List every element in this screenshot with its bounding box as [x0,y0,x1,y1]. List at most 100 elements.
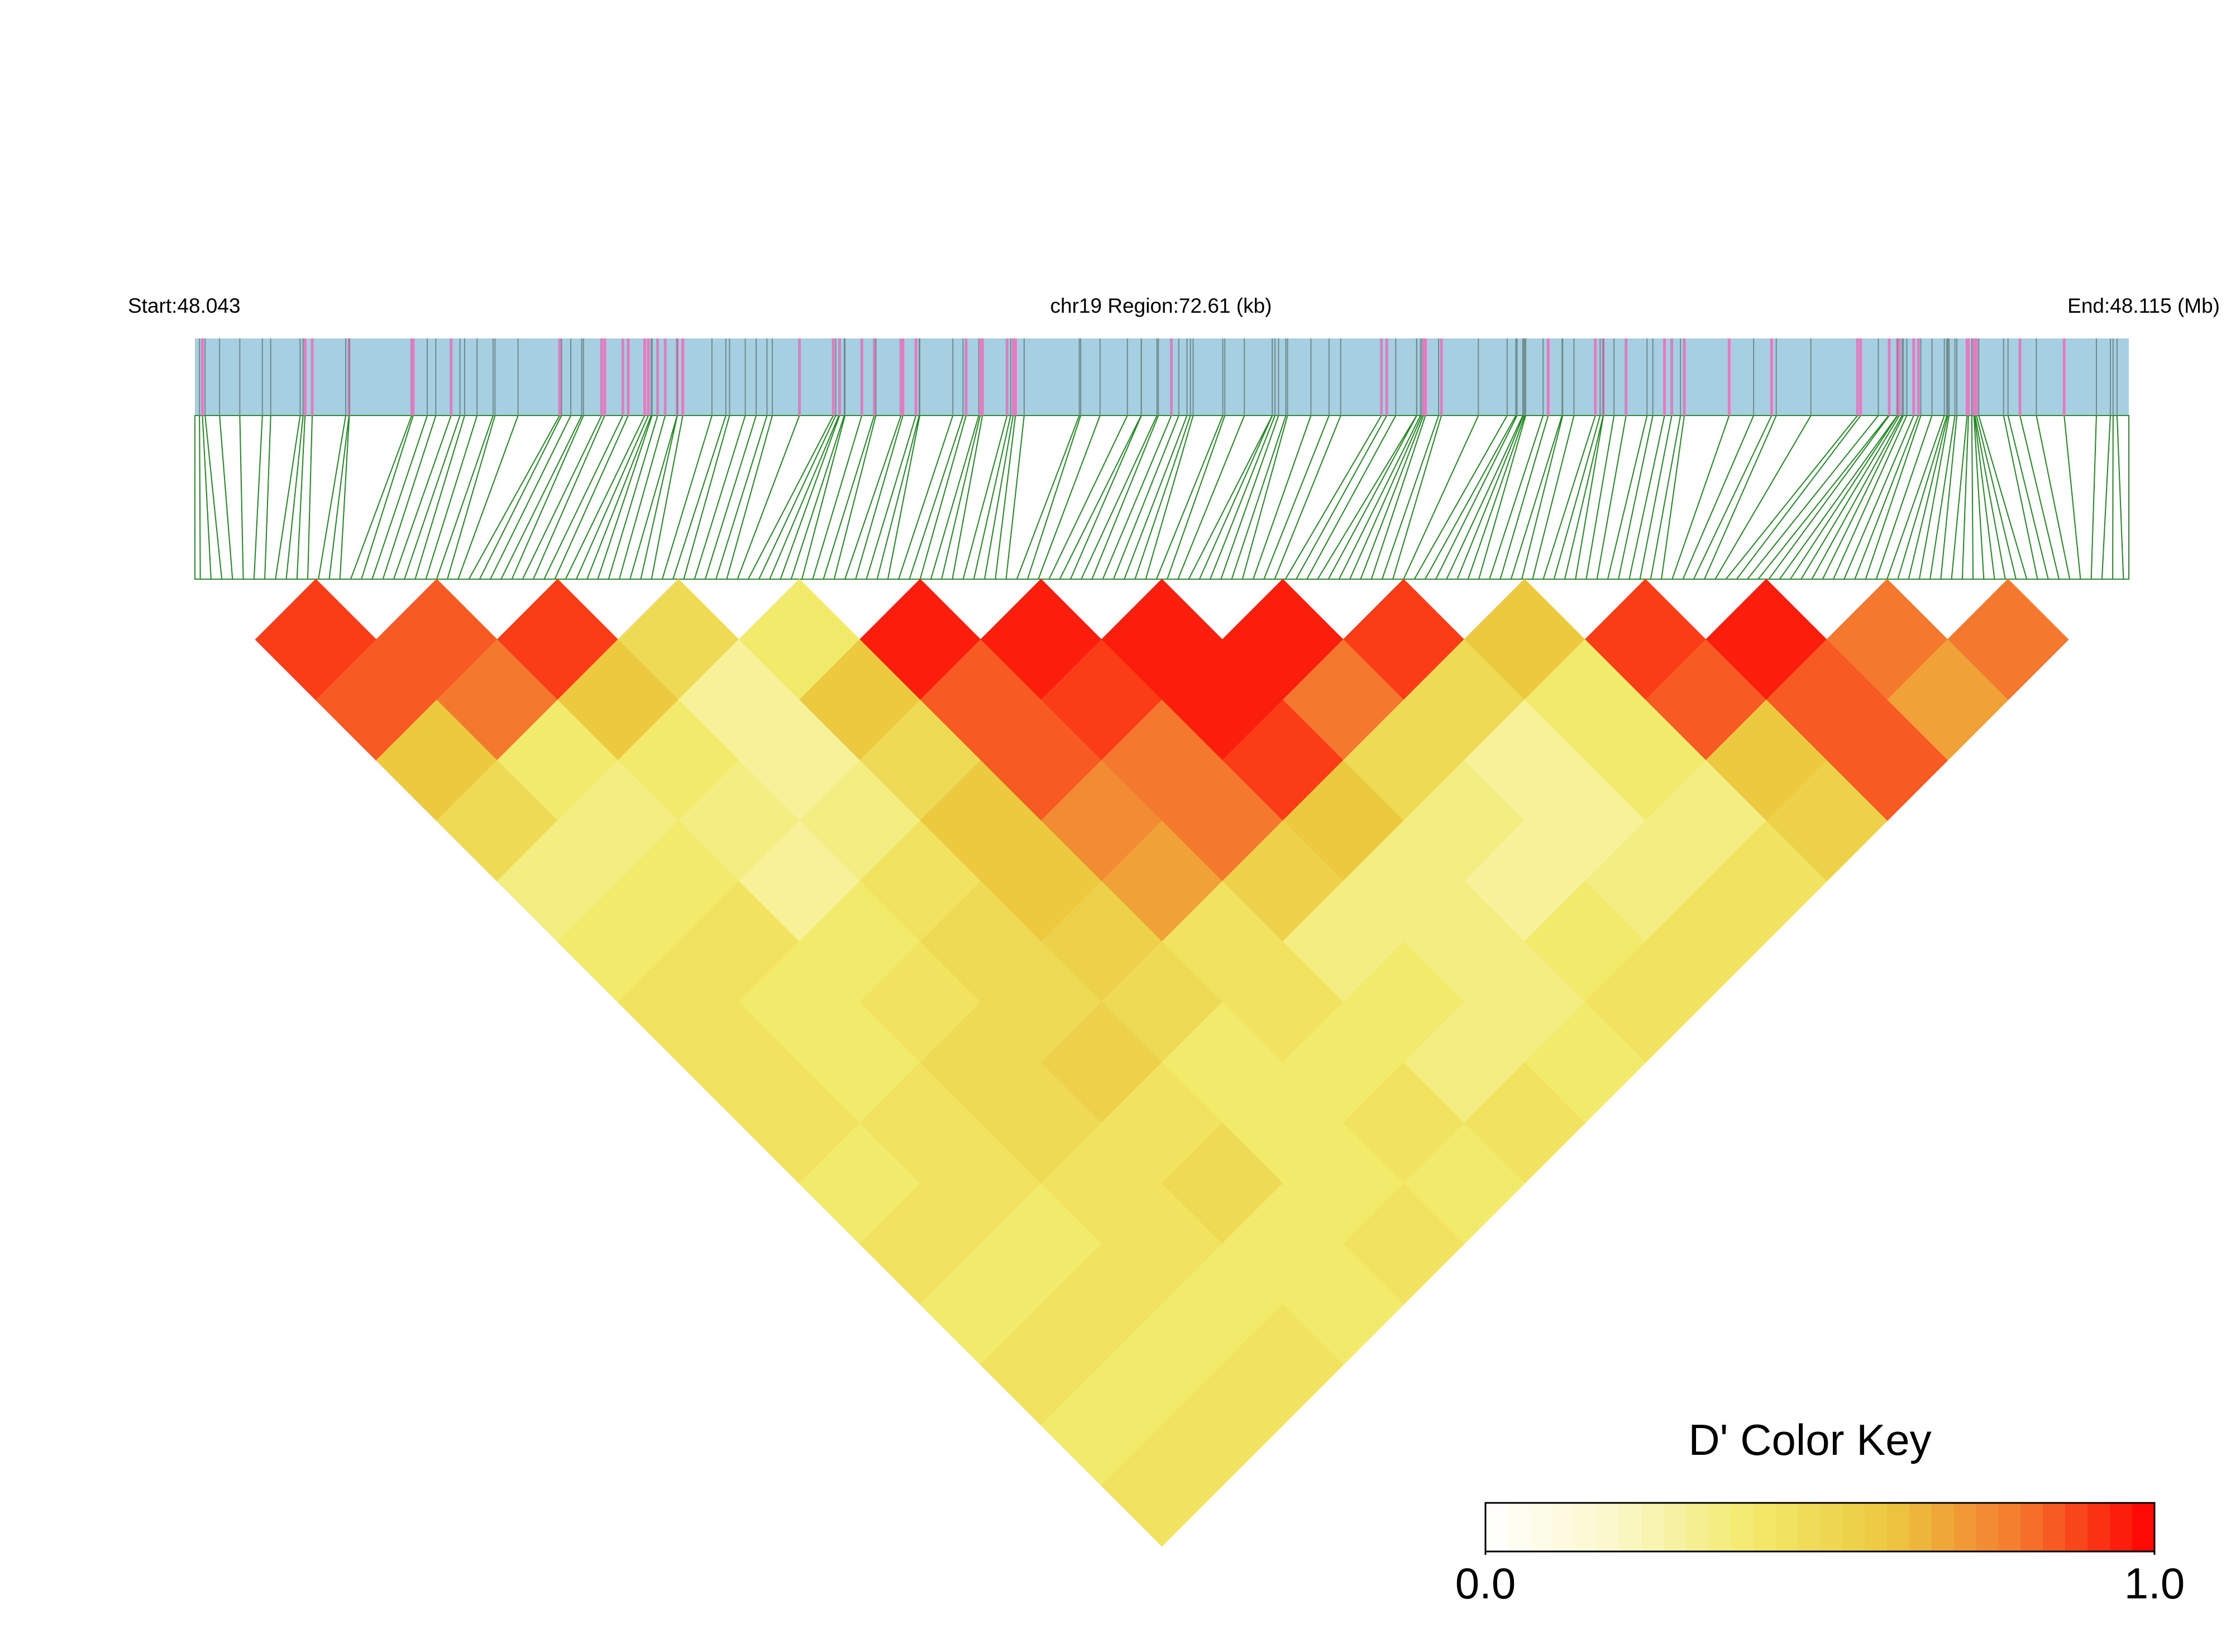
key-swatch [1664,1503,1687,1551]
snp-connector [683,415,730,580]
snp-connector [1736,415,1861,580]
snp-connector [1542,415,1596,580]
snp-connector [1811,415,1903,580]
key-swatch [1775,1503,1798,1551]
snp-connector [1974,415,1995,580]
snp-connector [930,415,980,580]
snp-connector [1327,415,1417,580]
snp-connector [1714,415,1812,580]
key-swatch [1931,1503,1955,1551]
snp-connector [1059,415,1142,580]
snp-connector [1296,415,1388,580]
snp-connector [1575,415,1604,580]
snp-connector [565,415,646,580]
snp-connector [404,415,461,580]
snp-connector [661,415,713,580]
snp-connector [1048,415,1128,580]
snp-connector [1005,415,1025,580]
snp-connector [962,415,1008,580]
snp-connector [1360,415,1424,580]
snp-connector [479,415,562,580]
snp-connector [1499,415,1549,580]
snp-connector [1284,415,1382,580]
snp-connector [1757,415,1889,580]
snp-connector [1779,415,1898,580]
snp-connector [511,415,584,580]
snp-connector [253,415,263,580]
snp-connector [1940,415,1958,580]
snp-connector [1875,415,1933,580]
snp-connector [1800,415,1900,580]
snp-connector [1016,415,1080,580]
snp-connector [1693,415,1773,580]
snp-connector [1671,415,1730,580]
snp-connector [726,415,773,580]
snp-connector [1167,415,1226,580]
snp-connector [1370,415,1426,580]
snp-connector [1317,415,1417,580]
snp-connector [941,415,981,580]
snp-connector [1188,415,1273,580]
key-swatch [1485,1503,1508,1551]
snp-connector [1564,415,1604,580]
end-label: End:48.115 (Mb) [2067,294,2220,317]
snp-connector [597,415,653,580]
key-swatch [1641,1503,1664,1551]
snp-connector [608,415,658,580]
key-swatch [2065,1503,2088,1551]
snp-connector [1413,415,1508,580]
snp-connector [457,415,519,580]
snp-connector [1263,415,1330,580]
snp-connector [1790,415,1898,580]
snp-connector [219,415,233,580]
snp-connector [554,415,629,580]
snp-connector [833,415,877,580]
snp-connector [425,415,478,580]
heatmap [255,579,2069,1547]
key-swatch [1619,1503,1642,1551]
snp-connector [1339,415,1421,580]
key-swatch [1708,1503,1731,1551]
snp-connector [414,415,465,580]
key-tick-label: 0.0 [1455,1559,1516,1608]
key-swatch [1998,1503,2021,1551]
snp-connector [801,415,846,580]
snp-connector [1978,415,2028,580]
snp-bar [195,338,2129,416]
snp-connector [629,415,678,580]
snp-connector [264,415,271,580]
snp-connector [1456,415,1524,580]
snp-connector [1403,415,1479,580]
snp-connector [361,415,414,580]
snp-connector [500,415,582,580]
snp-connector [576,415,649,580]
snp-connector [1424,415,1517,580]
start-label: Start:48.043 [128,294,241,317]
snp-connector [318,415,347,580]
snp-connector [909,415,964,580]
snp-connector [2036,415,2071,580]
key-swatch [1976,1503,1999,1551]
snp-connector [887,415,920,580]
snp-connector [1897,415,1948,580]
snp-connector [1038,415,1101,580]
snp-connector [1091,415,1159,580]
snp-connector [984,415,1014,580]
snp-connector [204,415,223,580]
key-swatch [2110,1503,2133,1551]
snp-markers [199,338,2124,580]
snp-connector [1306,415,1397,580]
snp-connector [1274,415,1341,580]
snp-connector [1628,415,1665,580]
snp-connector [1951,415,1968,580]
key-swatch [2087,1503,2110,1551]
key-frame [1484,1502,2156,1553]
snp-connector [2007,415,2049,580]
key-swatch [1909,1503,1932,1551]
snp-connector [371,415,428,580]
snp-connector [350,415,413,580]
snp-connector [1027,415,1082,580]
snp-connector [339,415,350,580]
snp-connector [919,415,967,580]
